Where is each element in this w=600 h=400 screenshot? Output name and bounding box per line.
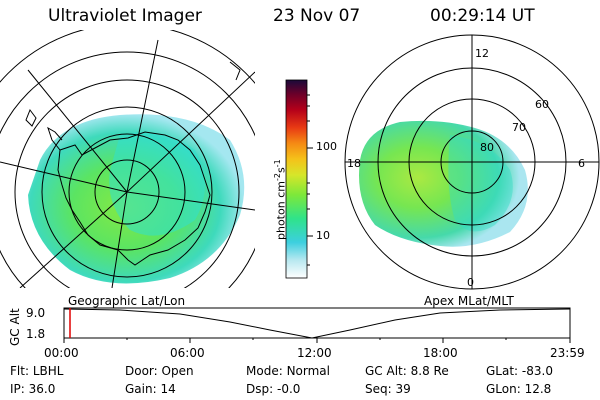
status-mode: Mode: Normal (246, 364, 330, 378)
mlt-label-0: 0 (467, 276, 474, 289)
status-dsp: Dsp: -0.0 (246, 382, 301, 396)
status-gain: Gain: 14 (125, 382, 176, 396)
xtick-1800: 18:00 (423, 346, 458, 360)
aurora-image-right (359, 120, 528, 247)
mlat-label-60: 60 (535, 98, 549, 111)
altitude-plot (63, 307, 571, 343)
status-gc-alt: GC Alt: 8.8 Re (365, 364, 449, 378)
altitude-ylabel: GC Alt (8, 308, 22, 346)
aurora-patch-left (109, 132, 205, 236)
color-scale (285, 79, 313, 279)
altitude-ytick-bottom: 1.8 (26, 327, 46, 341)
geographic-map (0, 30, 255, 288)
time-label: 00:29:14 UT (430, 6, 535, 26)
xtick-1200: 12:00 (297, 346, 332, 360)
mlat-label-70: 70 (512, 121, 526, 134)
colorbar-unit-label: photon cm-2s-1 (273, 159, 288, 240)
mlt-label-18: 18 (347, 157, 361, 170)
date-label: 23 Nov 07 (273, 6, 361, 26)
colorbar-tick-10: 10 (316, 229, 330, 242)
magnetic-map (344, 34, 600, 290)
colorbar-tick-100: 100 (316, 140, 337, 153)
status-glon: GLon: 12.8 (486, 382, 552, 396)
status-flt: Flt: LBHL (10, 364, 64, 378)
status-ip: IP: 36.0 (10, 382, 56, 396)
xtick-2359: 23:59 (550, 346, 585, 360)
status-seq: Seq: 39 (365, 382, 411, 396)
instrument-title: Ultraviolet Imager (48, 6, 202, 26)
right-map-caption: Apex MLat/MLT (424, 294, 514, 308)
mlt-label-6: 6 (578, 157, 585, 170)
altitude-curve (63, 308, 571, 339)
coastline (57, 131, 211, 266)
xtick-0000: 00:00 (44, 346, 79, 360)
mlt-label-12: 12 (475, 47, 489, 60)
status-glat: GLat: -83.0 (486, 364, 553, 378)
status-door: Door: Open (125, 364, 194, 378)
mlat-label-80: 80 (480, 141, 494, 154)
left-map-caption: Geographic Lat/Lon (68, 294, 186, 308)
xtick-0600: 06:00 (170, 346, 205, 360)
altitude-ytick-top: 9.0 (26, 306, 46, 320)
